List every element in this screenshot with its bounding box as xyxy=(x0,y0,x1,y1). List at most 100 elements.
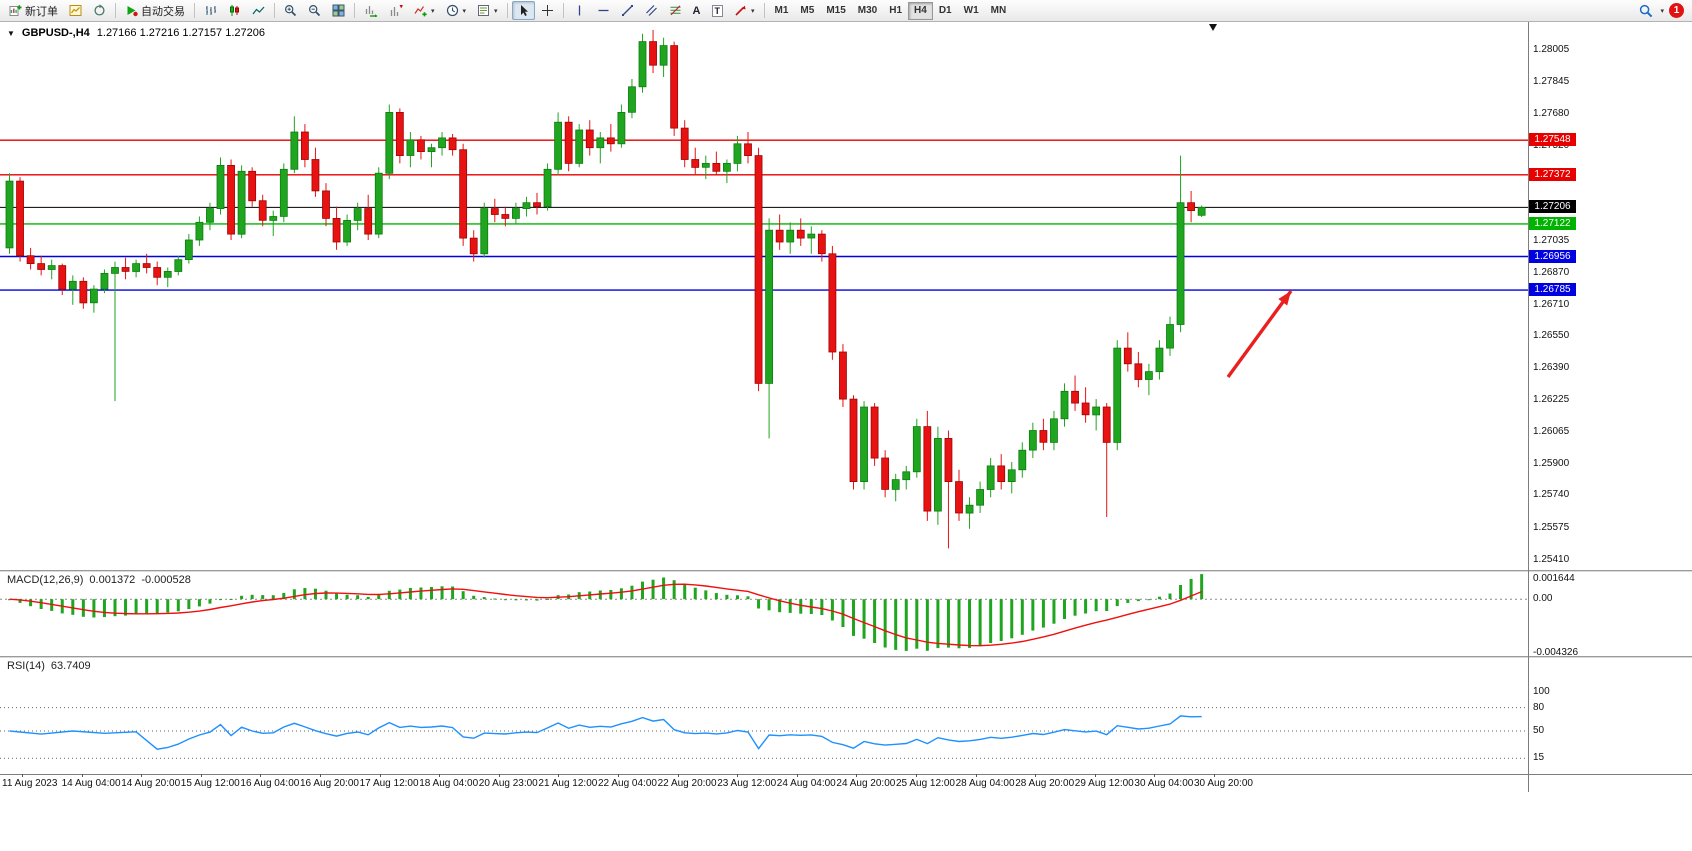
cursor-icon xyxy=(520,5,528,16)
panel-resize-handle[interactable] xyxy=(0,570,1692,572)
macd-main-value: 0.001372 xyxy=(89,574,136,586)
time-axis-tick xyxy=(439,774,441,777)
macd-indicator-label: MACD(12,26,9) 0.001372 -0.000528 xyxy=(7,574,191,586)
autotrading-icon xyxy=(127,6,138,17)
timeframe-button-w1[interactable]: W1 xyxy=(963,5,979,16)
macd-panel-canvas[interactable] xyxy=(0,572,1528,656)
timeframe-button-m5[interactable]: M5 xyxy=(800,5,815,16)
zoom-out-icon xyxy=(308,4,321,17)
price-axis-label: 1.27845 xyxy=(1533,75,1570,87)
candlestick-chart-type-button[interactable] xyxy=(223,1,246,20)
chart-shift-button[interactable] xyxy=(384,1,408,20)
price-axis[interactable]: 1.280051.278451.276801.275201.273551.271… xyxy=(1528,22,1692,792)
timeframe-toolbar: M1 M5 M15 M30 H1 H4 D1 W1 MN xyxy=(769,1,1013,20)
trendline-tool-button[interactable] xyxy=(616,1,639,20)
timeframe-button-m1[interactable]: M1 xyxy=(774,5,789,16)
time-axis-tick xyxy=(379,774,381,777)
timeframe-button-h1[interactable]: H1 xyxy=(889,5,903,16)
price-chart-canvas[interactable] xyxy=(0,22,1528,570)
price-axis-label: 1.27680 xyxy=(1533,108,1570,120)
macd-signal-value: -0.000528 xyxy=(141,574,191,586)
new-chart-icon xyxy=(69,5,82,16)
time-axis-tick xyxy=(81,774,83,777)
line-chart-icon xyxy=(252,6,265,15)
panel-resize-handle[interactable] xyxy=(0,656,1692,658)
fibonacci-icon xyxy=(670,5,681,16)
autotrading-button[interactable]: 自动交易 xyxy=(120,1,190,20)
price-axis-label: 1.26065 xyxy=(1533,425,1570,437)
timeframe-button-d1[interactable]: D1 xyxy=(938,5,952,16)
arrow-shape-icon xyxy=(735,5,746,16)
bar-chart-type-button[interactable] xyxy=(199,1,222,20)
new-order-button[interactable]: 新订单 xyxy=(4,1,63,20)
tile-windows-button[interactable] xyxy=(327,1,350,20)
macd-axis-label: 0.001644 xyxy=(1533,572,1575,584)
time-axis-tick xyxy=(498,774,500,777)
notifications-badge[interactable]: 1 xyxy=(1669,3,1684,18)
toolbar-separator xyxy=(194,3,195,18)
indicators-button[interactable]: ▾ xyxy=(409,1,440,20)
time-axis-label: 30 Aug 04:00 xyxy=(1134,778,1194,789)
symbol-dropdown-icon[interactable]: ▼ xyxy=(7,28,15,38)
cursor-tool-button[interactable] xyxy=(511,1,535,20)
channel-icon xyxy=(645,5,657,16)
timeframe-button-h4[interactable]: H4 xyxy=(908,1,933,20)
crosshair-tool-button[interactable] xyxy=(536,1,559,20)
price-tag-support: 1.27122 xyxy=(1529,216,1576,230)
time-axis-label: 24 Aug 04:00 xyxy=(776,778,836,789)
search-button[interactable] xyxy=(1634,1,1658,20)
price-axis-label: 1.26870 xyxy=(1533,267,1570,279)
horizontal-line-tool-button[interactable] xyxy=(592,1,615,20)
rsi-axis-label: 50 xyxy=(1533,725,1545,736)
time-axis-tick xyxy=(975,774,977,777)
vertical-line-tool-button[interactable] xyxy=(568,1,591,20)
price-axis-label: 1.26710 xyxy=(1533,298,1570,310)
time-axis-border xyxy=(0,774,1692,775)
chevron-down-icon: ▾ xyxy=(494,7,498,15)
text-tool-button[interactable]: A xyxy=(688,1,706,20)
rsi-name: RSI(14) xyxy=(7,660,45,672)
time-axis-tick xyxy=(260,774,262,777)
time-axis-label: 17 Aug 12:00 xyxy=(359,778,419,789)
time-axis-label: 22 Aug 04:00 xyxy=(598,778,657,789)
toolbar-separator xyxy=(274,3,275,18)
price-axis-label: 1.26390 xyxy=(1533,361,1570,373)
new-chart-button[interactable] xyxy=(64,1,87,20)
toolbar-separator xyxy=(506,3,508,18)
chevron-down-icon: ▾ xyxy=(431,7,435,15)
auto-scroll-button[interactable] xyxy=(359,1,383,20)
timeframe-button-m15[interactable]: M15 xyxy=(826,5,846,16)
fibonacci-tool-button[interactable] xyxy=(664,1,687,20)
rsi-axis-label: 15 xyxy=(1533,752,1545,764)
trendline-icon xyxy=(621,5,633,16)
shapes-tool-button[interactable]: ▾ xyxy=(729,1,760,20)
time-axis-label: 20 Aug 23:00 xyxy=(478,778,538,789)
price-axis-border xyxy=(1528,22,1529,792)
rsi-value: 63.7409 xyxy=(50,660,91,672)
toolbar-separator xyxy=(115,3,116,18)
time-axis-label: 16 Aug 20:00 xyxy=(300,778,359,789)
time-axis-tick xyxy=(1094,774,1096,777)
templates-button[interactable]: ▾ xyxy=(472,1,503,20)
chart-symbol-period: GBPUSD-,H4 xyxy=(21,27,90,39)
line-chart-type-button[interactable] xyxy=(247,1,270,20)
price-axis-label: 1.28005 xyxy=(1533,44,1570,56)
price-tag-resistance: 1.27372 xyxy=(1529,167,1576,181)
time-axis-label: 14 Aug 20:00 xyxy=(121,778,181,789)
profiles-button[interactable] xyxy=(88,1,111,20)
zoom-in-button[interactable] xyxy=(279,1,302,20)
timeframe-button-m30[interactable]: M30 xyxy=(857,5,878,16)
indicators-icon xyxy=(414,6,427,17)
vertical-line-icon xyxy=(578,5,580,16)
time-axis-tick xyxy=(22,774,23,777)
rsi-axis-label: 80 xyxy=(1533,701,1545,713)
timeframe-button-mn[interactable]: MN xyxy=(990,5,1007,16)
zoom-out-button[interactable] xyxy=(303,1,326,20)
rsi-indicator-label: RSI(14) 63.7409 xyxy=(7,660,91,672)
rsi-panel-canvas[interactable] xyxy=(0,658,1528,774)
periods-button[interactable]: ▾ xyxy=(441,1,472,20)
time-axis-tick xyxy=(141,774,143,777)
channel-tool-button[interactable] xyxy=(640,1,663,20)
time-axis[interactable]: 11 Aug 2023 14 Aug 04:00 14 Aug 20:00 15 Au… xyxy=(0,774,1692,792)
label-tool-button[interactable]: T xyxy=(707,1,729,20)
